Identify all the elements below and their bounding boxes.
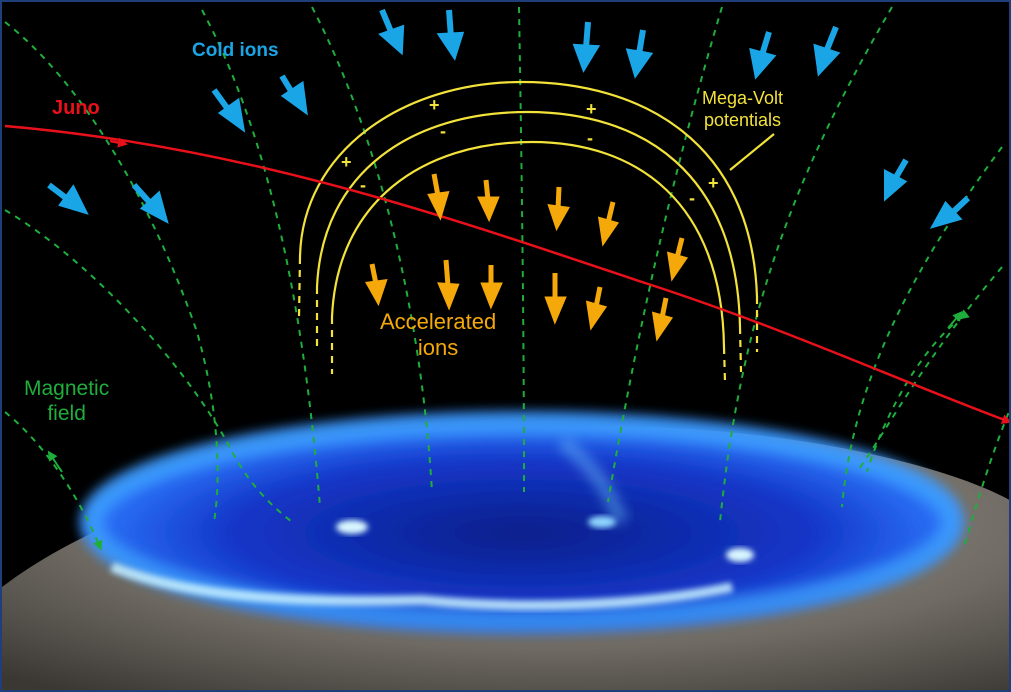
plus-symbol: + xyxy=(708,173,719,193)
accelerated-ion-arrow xyxy=(585,286,608,331)
mega-volt-label: Mega-Volt potentials xyxy=(702,88,783,131)
field-line-12 xyxy=(963,409,1009,548)
accelerated-ion-arrow xyxy=(651,297,674,342)
accelerated-ion-arrow xyxy=(597,201,620,247)
field-line-4 xyxy=(201,9,321,508)
magnetic-field-label: Magnetic field xyxy=(24,376,109,426)
accelerated-ion-arrow xyxy=(365,263,388,307)
field-line-2 xyxy=(4,209,293,523)
cold-ions-label: Cold ions xyxy=(192,40,279,61)
accelerated-ion-arrow xyxy=(437,259,460,311)
accelerated-ion-arrow xyxy=(666,237,689,282)
cold-ion-arrow xyxy=(813,25,841,77)
field-line-7 xyxy=(607,6,723,503)
magnetic-line1: Magnetic xyxy=(24,377,110,400)
accelerated-line1: Accelerated xyxy=(380,309,497,334)
plus-symbol: + xyxy=(586,99,597,119)
plus-symbol: + xyxy=(429,95,440,115)
minus-symbol: - xyxy=(587,128,593,148)
cold-ion-arrow xyxy=(131,182,169,224)
magnetic-arrow-left xyxy=(47,450,63,473)
cold-ion-arrow xyxy=(929,195,971,229)
potential-arcs xyxy=(297,80,775,383)
plus-symbol: + xyxy=(341,152,352,172)
accelerated-ions-label: Accelerated ions xyxy=(380,309,496,362)
cold-ion-arrow xyxy=(378,8,405,56)
field-line-11 xyxy=(866,309,970,473)
accelerated-line2: ions xyxy=(417,335,459,361)
cold-ion-arrow xyxy=(884,158,909,202)
minus-symbol: - xyxy=(689,188,695,208)
accelerated-ion-arrow xyxy=(480,265,503,310)
cold-ion-arrow xyxy=(436,9,465,61)
cold-ion-arrow xyxy=(279,74,308,116)
aurora-oval xyxy=(81,412,963,632)
potential-arc-middle xyxy=(315,110,742,328)
mega-volt-pointer xyxy=(729,133,775,171)
accelerated-ion-arrow xyxy=(427,173,450,221)
cold-ion-arrow xyxy=(47,182,89,215)
accelerated-ion-arrow xyxy=(544,273,567,325)
potential-arc-outer xyxy=(298,80,759,298)
cold-ion-arrows xyxy=(47,8,971,229)
mega-volt-line1: Mega-Volt xyxy=(702,88,784,108)
potential-arc-inner xyxy=(330,140,726,348)
field-line-3 xyxy=(4,411,103,551)
accelerated-ion-arrow xyxy=(477,179,500,223)
accelerated-ion-arrow xyxy=(547,186,570,232)
mega-volt-line2: potentials xyxy=(703,109,782,130)
magnetic-arrow-right xyxy=(947,310,963,329)
accelerated-ion-arrows xyxy=(365,173,689,342)
juno-trajectory xyxy=(4,124,1009,424)
juno-label: Juno xyxy=(52,97,100,119)
field-line-6 xyxy=(518,6,525,493)
juno-direction-arrow xyxy=(109,137,128,148)
cold-ion-arrow xyxy=(211,88,246,133)
magnetic-line2: field xyxy=(47,402,86,426)
field-line-5 xyxy=(311,6,433,493)
cold-ion-arrow xyxy=(749,31,777,80)
minus-symbol: - xyxy=(360,175,366,195)
field-line-8 xyxy=(719,6,893,523)
cold-ion-arrow xyxy=(625,29,654,79)
cold-ion-arrow xyxy=(572,21,601,73)
minus-symbol: - xyxy=(440,121,446,141)
field-line-10 xyxy=(856,266,1003,473)
field-line-1 xyxy=(4,21,219,523)
